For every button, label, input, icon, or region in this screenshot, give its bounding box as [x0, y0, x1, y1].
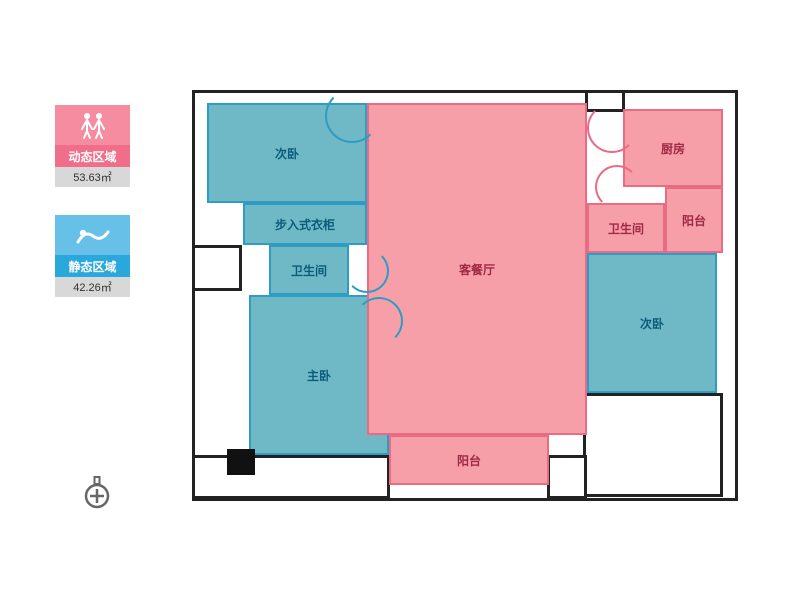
room-label-master: 主卧 [307, 367, 331, 384]
entrance-marker [227, 449, 255, 475]
floorplan-frame: 次卧步入式衣柜卫生间主卧阳台客餐厅厨房卫生间阳台次卧 [192, 90, 738, 501]
room-bath2: 卫生间 [587, 203, 665, 253]
door-arc [587, 103, 637, 153]
legend-static-label: 静态区域 [55, 255, 130, 277]
door-arc [355, 297, 403, 345]
door-arc [325, 89, 379, 143]
room-label-balcony_s: 阳台 [457, 452, 481, 469]
zone-legend: 动态区域 53.63㎡ 静态区域 42.26㎡ [55, 105, 130, 325]
room-label-walkin: 步入式衣柜 [275, 216, 335, 233]
legend-dynamic-label: 动态区域 [55, 145, 130, 167]
legend-dynamic-value-text: 53.63㎡ [73, 169, 112, 185]
people-icon [55, 105, 130, 145]
wall-notch [192, 455, 390, 499]
room-bath1: 卫生间 [269, 245, 349, 295]
room-label-living: 客餐厅 [459, 261, 495, 278]
room-label-bath2: 卫生间 [608, 220, 644, 237]
room-bedroom2: 次卧 [587, 253, 717, 393]
room-walkin: 步入式衣柜 [243, 203, 367, 245]
compass-icon [82, 475, 112, 516]
room-living: 客餐厅 [367, 103, 587, 435]
legend-static: 静态区域 42.26㎡ [55, 215, 130, 297]
legend-dynamic-label-text: 动态区域 [68, 148, 116, 165]
room-balcony_s: 阳台 [389, 435, 549, 485]
wall-notch [547, 455, 587, 499]
sleep-icon [55, 215, 130, 255]
legend-static-value-text: 42.26㎡ [73, 279, 112, 295]
legend-dynamic: 动态区域 53.63㎡ [55, 105, 130, 187]
room-label-bath1: 卫生间 [291, 262, 327, 279]
room-kitchen: 厨房 [623, 109, 723, 187]
room-label-bedroom1: 次卧 [275, 145, 299, 162]
room-label-kitchen: 厨房 [661, 140, 685, 157]
wall-notch [192, 245, 242, 291]
legend-static-value: 42.26㎡ [55, 277, 130, 297]
legend-dynamic-value: 53.63㎡ [55, 167, 130, 187]
room-balcony_e: 阳台 [665, 187, 723, 253]
door-arc [595, 165, 639, 209]
wall-notch [583, 393, 723, 497]
door-arc [345, 249, 389, 293]
legend-static-label-text: 静态区域 [68, 258, 116, 275]
room-label-balcony_e: 阳台 [682, 212, 706, 229]
room-label-bedroom2: 次卧 [640, 315, 664, 332]
